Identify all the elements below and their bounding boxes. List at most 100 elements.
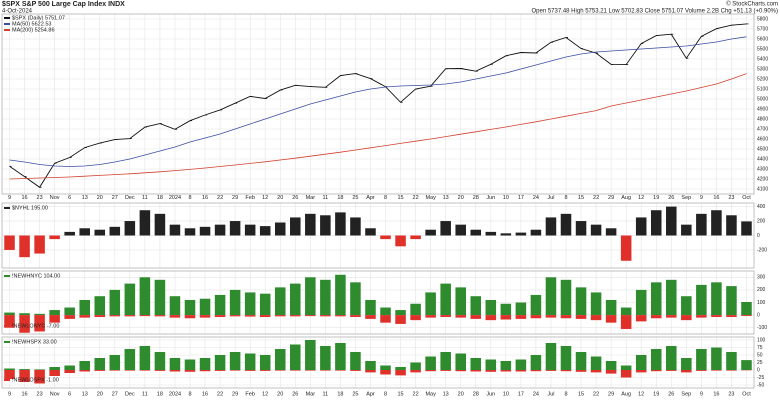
x-tick-label: Feb: [245, 391, 254, 397]
x-tick-label: 16: [202, 195, 208, 201]
bar: [305, 315, 316, 317]
bar: [425, 292, 436, 316]
x-tick-label: 23: [728, 195, 734, 201]
bar: [711, 315, 722, 317]
chart-date: 4-Oct-2024: [2, 9, 33, 15]
bar: [19, 370, 30, 382]
panel-frame: [1, 270, 755, 335]
bar: [244, 292, 256, 316]
bar: [500, 315, 512, 320]
bar: [214, 370, 226, 371]
bar: [395, 370, 406, 376]
bar: [681, 296, 692, 316]
x-tick-label: 22: [593, 195, 599, 201]
bar: [575, 315, 587, 319]
x-tick-label: 15: [397, 195, 403, 201]
x-tick-label: 6: [68, 195, 71, 201]
bar: [274, 315, 286, 317]
x-tick-label: 25: [352, 391, 358, 397]
bar: [290, 344, 301, 370]
y-tick-label: 4500: [757, 146, 768, 152]
x-tick-label: 26: [292, 195, 298, 201]
y-tick-label: 4900: [757, 106, 768, 112]
bar: [650, 282, 662, 316]
y-tick-label: 5700: [757, 26, 768, 32]
bar: [635, 315, 647, 322]
bar: [64, 231, 75, 236]
bar: [274, 287, 286, 316]
y-tick-label: 300: [757, 275, 766, 281]
x-tick-label: 28: [473, 195, 479, 201]
x-tick-label: Oct: [742, 391, 751, 397]
x-tick-label: Mar: [306, 195, 316, 201]
bar: [545, 217, 557, 236]
bar: [154, 213, 166, 236]
y-tick-label: 4800: [757, 116, 768, 122]
bar: [696, 370, 707, 371]
bar: [109, 315, 121, 317]
bar: [79, 361, 90, 370]
bar: [4, 368, 15, 370]
bar: [290, 370, 301, 371]
bar: [605, 370, 617, 374]
y-tick-label: -100: [757, 325, 767, 331]
bar: [741, 301, 752, 316]
y-tick-label: -50: [757, 382, 764, 388]
bar: [681, 370, 692, 373]
bar: [139, 370, 151, 371]
price-line: [9, 23, 747, 188]
bar: [124, 370, 136, 371]
bar: [470, 370, 482, 372]
x-tick-label: Nov: [50, 391, 60, 397]
x-tick-label: 22: [593, 391, 599, 397]
bar: [214, 294, 226, 316]
x-tick-label: 8: [384, 391, 387, 397]
bar: [79, 228, 90, 236]
bar: [290, 217, 301, 236]
bar: [425, 315, 436, 318]
bar: [124, 221, 136, 236]
bar: [320, 215, 331, 236]
bar: [530, 355, 542, 370]
bar: [109, 355, 121, 370]
bar: [335, 315, 346, 317]
bar: [515, 315, 527, 319]
x-tick-label: 8: [188, 391, 191, 397]
bar: [64, 307, 75, 316]
x-tick-label: 15: [578, 195, 584, 201]
legend-entry: !NEWHNYC 104.00: [12, 273, 60, 279]
bar: [575, 352, 587, 370]
bar: [49, 235, 60, 240]
bar: [4, 370, 15, 379]
bar: [560, 279, 572, 316]
bar: [49, 315, 60, 323]
bar: [650, 349, 662, 370]
legend-entry: !NEWHSPX 33.00: [12, 339, 57, 345]
x-tick-label: 22: [217, 391, 223, 397]
bar: [590, 315, 602, 321]
x-tick-label: 8: [384, 195, 387, 201]
x-tick-label: 9: [8, 195, 11, 201]
bar: [380, 365, 391, 370]
bar: [4, 315, 15, 328]
x-tick-label: 22: [217, 195, 223, 201]
x-tick-label: 15: [397, 391, 403, 397]
x-tick-label: 19: [653, 195, 659, 201]
bar: [350, 217, 361, 236]
x-tick-label: 13: [82, 195, 88, 201]
y-tick-label: 75: [757, 345, 763, 351]
bar: [154, 315, 166, 317]
bar: [590, 292, 602, 316]
y-tick-label: 200: [757, 218, 766, 224]
x-tick-label: Apr: [366, 391, 375, 397]
x-tick-label: 28: [473, 391, 479, 397]
x-tick-label: 24: [533, 195, 539, 201]
y-tick-label: 5600: [757, 36, 768, 42]
bar: [545, 370, 557, 371]
bar: [395, 315, 406, 324]
bar: [545, 277, 557, 316]
y-tick-label: 4300: [757, 166, 768, 172]
bar: [590, 356, 602, 370]
bar: [365, 228, 376, 236]
